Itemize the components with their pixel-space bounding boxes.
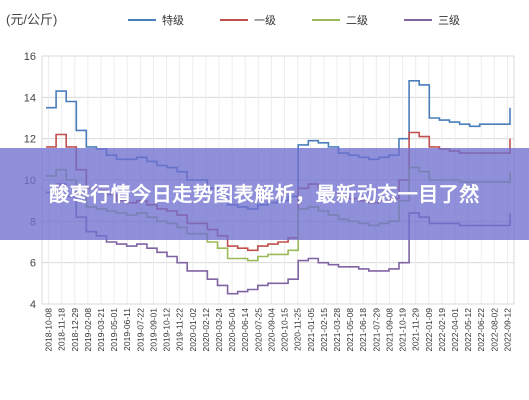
x-tick-label: 2022-04-01 [450,308,460,352]
x-tick-label: 2020-07-25 [253,308,263,352]
x-tick-label: 2020-01-02 [188,308,198,352]
x-tick-label: 2021-07-29 [371,308,381,352]
y-axis-unit-label: (元/公斤) [6,12,57,27]
legend-label-1: 特级 [162,13,184,27]
x-tick-label: 2022-01-09 [424,308,434,352]
x-tick-label: 2021-02-15 [319,308,329,352]
headline-banner: 酸枣行情今日走势图表解析，最新动态一目了然 [0,148,529,240]
x-tick-label: 2018-11-18 [57,308,67,351]
x-tick-label: 2018-10-08 [44,308,54,352]
y-tick-label: 12 [24,134,36,146]
y-tick-label: 6 [30,258,36,270]
x-tick-label: 2019-05-01 [109,308,119,352]
x-tick-label: 2022-06-22 [476,308,486,352]
x-tick-label: 2019-03-21 [96,308,106,352]
x-tick-label: 2021-03-28 [332,308,342,352]
legend: 特级 一级 二级 三级 [128,13,460,27]
x-tick-label: 2019-10-12 [162,308,172,352]
legend-label-4: 三级 [438,14,460,27]
x-tick-label: 2019-09-01 [148,308,158,352]
x-tick-label: 2020-11-25 [293,308,303,351]
x-tick-label: 2020-03-24 [214,308,224,352]
x-tick-label: 2019-11-22 [175,308,185,351]
x-tick-label: 2020-02-12 [201,308,211,352]
x-tick-label: 2022-09-12 [502,308,512,352]
x-tick-label: 2019-06-11 [122,308,132,351]
x-tick-label: 2022-02-19 [437,308,447,352]
x-tick-label: 2020-10-15 [280,308,290,352]
x-tick-label: 2021-05-08 [345,308,355,352]
x-tick-label: 2022-05-12 [463,308,473,352]
x-tick-label: 2021-11-29 [411,308,421,351]
x-tick-label: 2022-08-02 [489,308,499,352]
x-tick-label: 2021-01-05 [306,308,316,352]
x-tick-label: 2020-05-04 [227,308,237,352]
x-tick-labels: 2018-10-08 2018-11-18 2018-12-29 2019-02-08… [44,308,513,352]
x-tick-label: 2018-12-29 [70,308,80,352]
x-tick-label: 2021-06-18 [358,308,368,352]
y-tick-label: 14 [24,92,36,104]
y-tick-label: 16 [24,51,36,63]
x-tick-label: 2021-10-19 [398,308,408,352]
headline-text: 酸枣行情今日走势图表解析，最新动态一目了然 [49,182,480,206]
legend-label-2: 一级 [254,14,276,27]
x-tick-label: 2020-09-04 [266,308,276,352]
x-tick-label: 2019-07-22 [135,308,145,352]
x-tick-label: 2020-06-14 [240,308,250,352]
x-tick-label: 2021-09-08 [384,308,394,352]
legend-label-3: 二级 [346,14,368,27]
y-tick-label: 4 [30,299,36,311]
x-tick-label: 2019-02-08 [83,308,93,352]
